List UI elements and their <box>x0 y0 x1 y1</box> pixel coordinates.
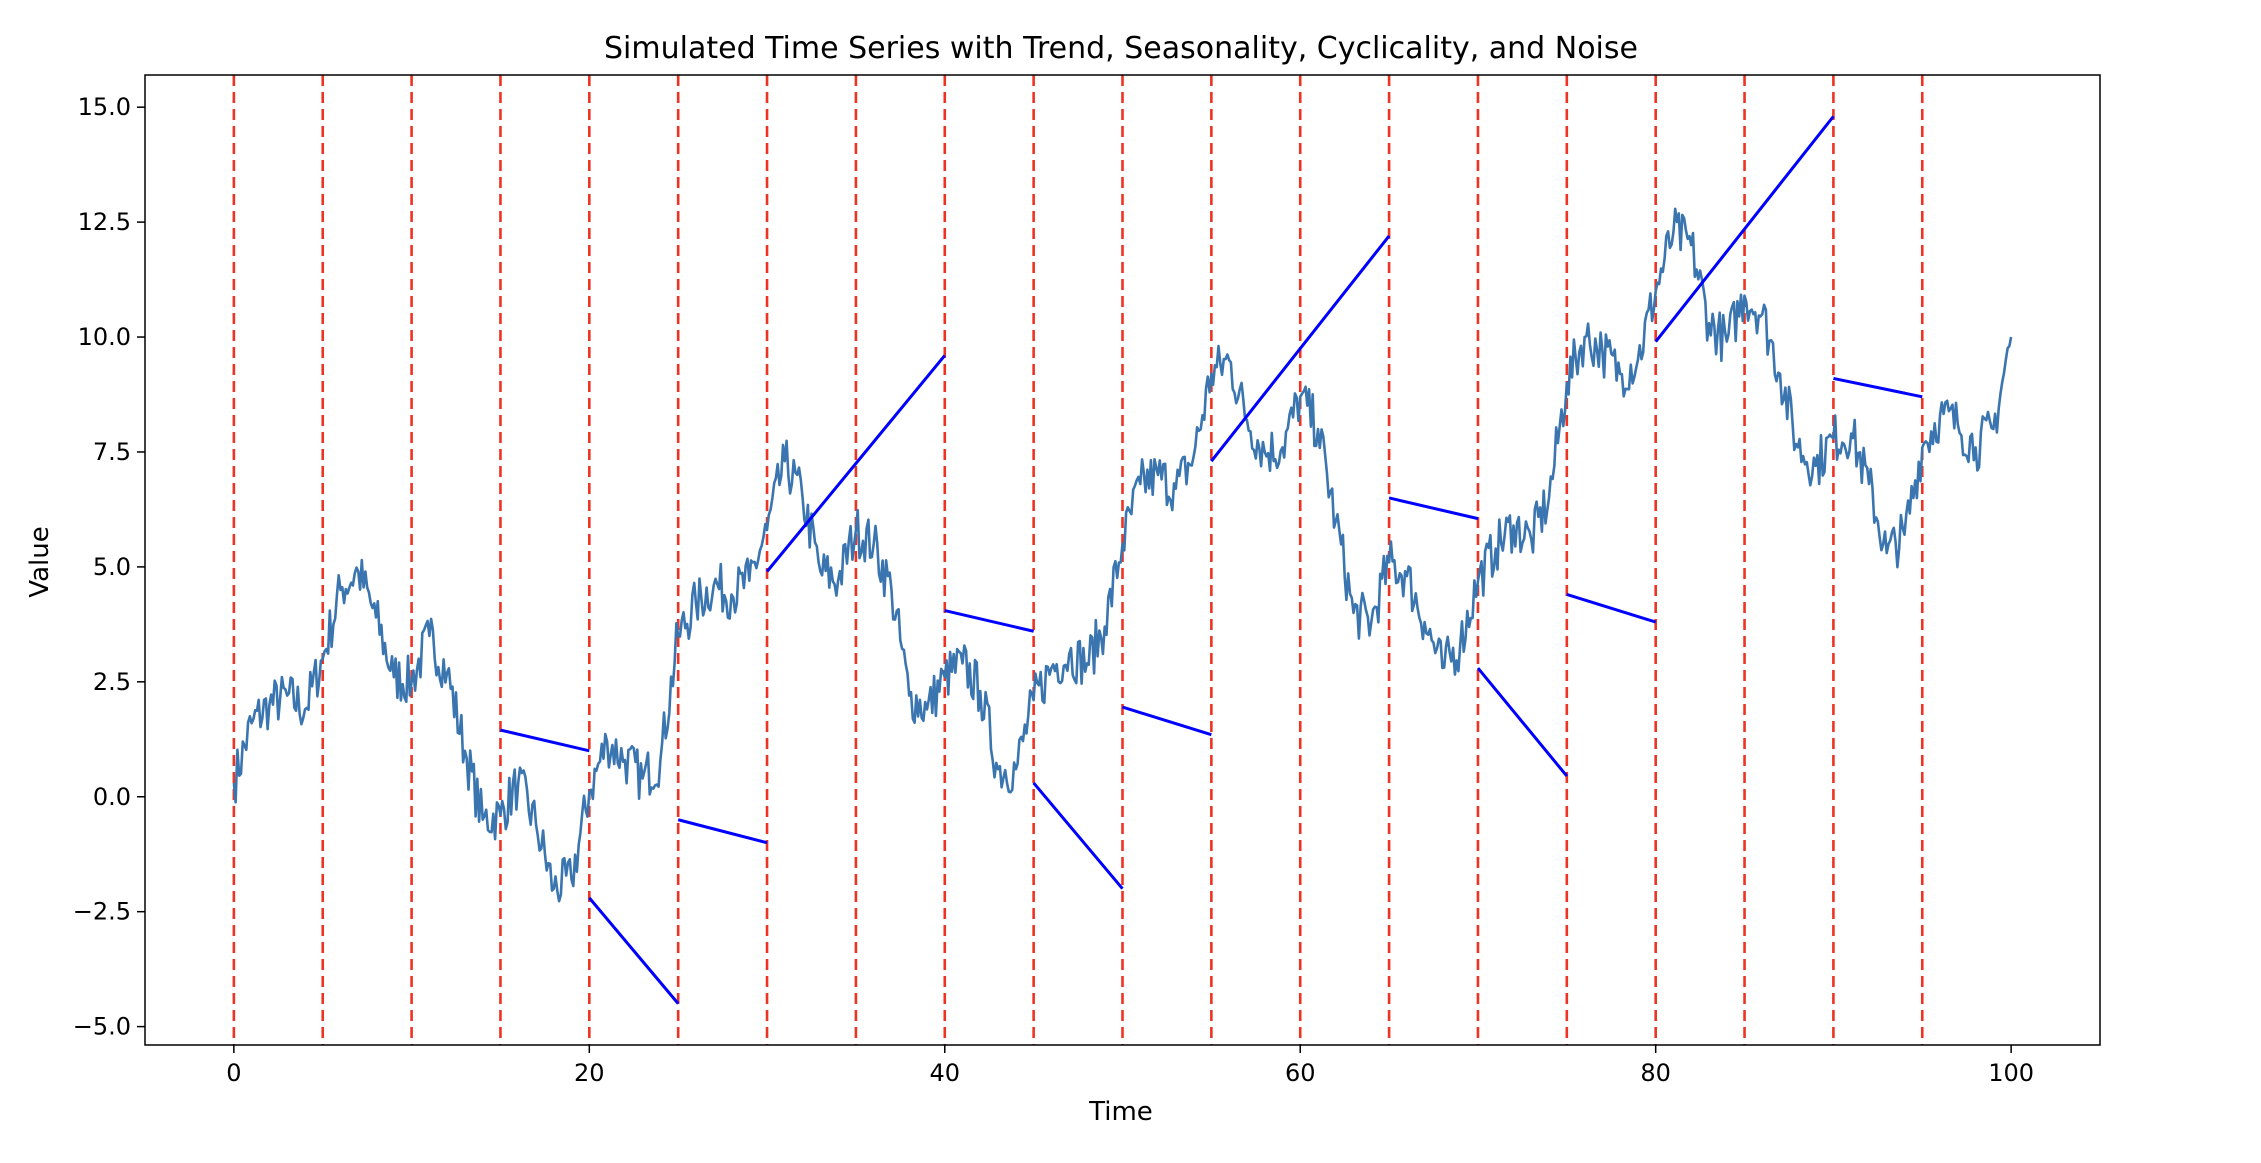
trend-segment-2 <box>677 818 768 845</box>
trend-segment-3 <box>765 354 946 573</box>
y-tick-label: 5.0 <box>93 553 131 581</box>
trend-segment-1 <box>588 896 680 1005</box>
y-tick-label: 15.0 <box>78 93 131 121</box>
plot-frame <box>144 74 2101 1046</box>
chart-title: Simulated Time Series with Trend, Season… <box>604 31 1638 66</box>
x-axis-label: Time <box>1088 1097 1153 1127</box>
trend-segment-9 <box>1476 667 1568 778</box>
trend-segment-5 <box>1032 781 1124 890</box>
x-tick-label: 40 <box>929 1059 960 1087</box>
x-tick-label: 20 <box>574 1059 605 1087</box>
trend-segment-4 <box>944 609 1034 633</box>
x-tick-label: 80 <box>1640 1059 1671 1087</box>
segment-lines <box>500 115 1923 1005</box>
y-tick-label: −5.0 <box>73 1013 131 1041</box>
vertical-reference-lines <box>232 75 1924 1045</box>
trend-segment-11 <box>1654 115 1835 343</box>
x-tick-label: 100 <box>1988 1059 2034 1087</box>
trend-segment-8 <box>1388 496 1479 521</box>
trend-segment-0 <box>500 728 590 753</box>
x-tick-label: 0 <box>226 1059 241 1087</box>
y-axis-ticks: −5.0 −2.5 0.0 2.5 5.0 7.5 10.0 12.5 15.0 <box>73 93 145 1041</box>
plot-area <box>232 75 2013 1045</box>
y-tick-label: 10.0 <box>78 323 131 351</box>
series-layer <box>232 207 2013 903</box>
y-tick-label: 2.5 <box>93 668 131 696</box>
series-line <box>232 207 2013 903</box>
trend-segment-7 <box>1210 234 1391 463</box>
y-tick-label: 12.5 <box>78 208 131 236</box>
trend-segment-6 <box>1122 705 1212 737</box>
y-tick-label: 0.0 <box>93 783 131 811</box>
y-axis-label: Value <box>25 526 55 597</box>
x-axis-ticks: 0 20 40 60 80 100 <box>226 1045 2034 1087</box>
trend-segment-10 <box>1566 593 1657 624</box>
y-tick-label: −2.5 <box>73 898 131 926</box>
y-tick-label: 7.5 <box>93 438 131 466</box>
x-tick-label: 60 <box>1285 1059 1316 1087</box>
trend-segment-12 <box>1833 376 1923 399</box>
